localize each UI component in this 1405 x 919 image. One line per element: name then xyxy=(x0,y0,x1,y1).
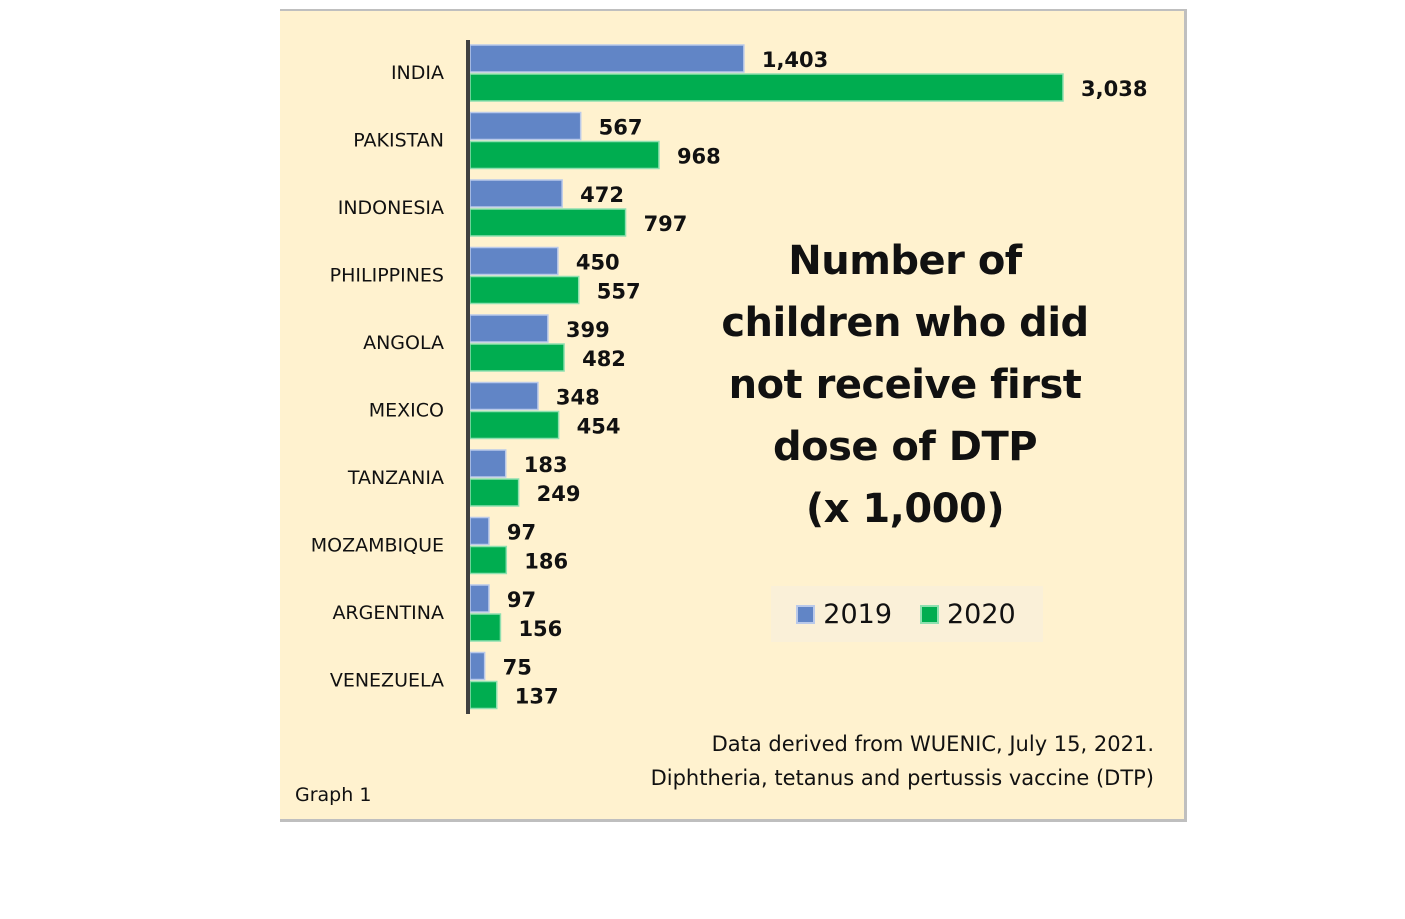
data-label-2019: 399 xyxy=(566,318,610,342)
title-line: children who did xyxy=(721,300,1089,346)
y-axis-line xyxy=(466,40,470,714)
category-label: INDIA xyxy=(391,62,444,84)
bar-2020-india xyxy=(469,73,1064,102)
data-label-2019: 1,403 xyxy=(762,48,828,72)
bar-2019-mexico xyxy=(469,381,539,411)
data-label-2019: 97 xyxy=(507,588,536,612)
bar-2019-tanzania xyxy=(469,449,507,478)
source-note: Data derived from WUENIC, July 15, 2021.… xyxy=(651,727,1154,795)
bar-2020-mozambique xyxy=(469,545,508,575)
data-label-2020: 3,038 xyxy=(1081,77,1147,101)
category-label: TANZANIA xyxy=(347,467,444,489)
data-label-2019: 472 xyxy=(580,183,624,207)
category-label: INDONESIA xyxy=(338,197,444,219)
title-line: not receive first xyxy=(728,362,1082,408)
bar-2019-pakistan xyxy=(469,111,582,141)
legend-item-2020: 2020 xyxy=(920,598,1016,630)
bar-2020-mexico xyxy=(469,410,560,440)
data-label-2019: 348 xyxy=(556,386,600,410)
source-line-2: Diphtheria, tetanus and pertussis vaccin… xyxy=(650,766,1154,790)
bar-2020-argentina xyxy=(469,613,502,642)
data-label-2020: 968 xyxy=(677,145,721,169)
chart-panel xyxy=(280,9,1187,822)
labels-layer: INDIA 1,403 3,038 PAKISTAN 567 968 INDONESIA 47… xyxy=(311,48,1148,709)
data-label-2020: 557 xyxy=(597,280,641,304)
bar-2019-indonesia xyxy=(469,179,563,208)
bar-2020-philippines xyxy=(469,275,580,305)
bar-2019-philippines xyxy=(469,246,559,276)
category-label: PAKISTAN xyxy=(353,130,444,152)
category-label: MEXICO xyxy=(369,400,444,422)
title-line: (x 1,000) xyxy=(805,486,1005,532)
category-label: ARGENTINA xyxy=(332,602,444,624)
data-label-2020: 797 xyxy=(644,212,688,236)
category-label: MOZAMBIQUE xyxy=(311,535,444,557)
bar-2019-venezuela xyxy=(469,651,486,681)
bar-2019-mozambique xyxy=(469,516,490,546)
legend-item-2019: 2019 xyxy=(796,598,892,630)
graph-label: Graph 1 xyxy=(295,784,372,806)
data-label-2020: 156 xyxy=(518,617,562,641)
data-label-2020: 186 xyxy=(524,550,568,574)
data-label-2020: 249 xyxy=(537,482,581,506)
bar-2020-tanzania xyxy=(469,478,520,507)
source-line-1: Data derived from WUENIC, July 15, 2021. xyxy=(711,732,1154,756)
bar-2020-venezuela xyxy=(469,680,498,710)
title-line: dose of DTP xyxy=(772,424,1038,470)
legend: 2019 2020 xyxy=(771,586,1043,642)
bars-layer xyxy=(469,44,1064,710)
title-line: Number of xyxy=(788,238,1022,284)
bar-2019-india xyxy=(469,44,745,73)
legend-swatch-2019 xyxy=(796,604,816,624)
data-label-2020: 454 xyxy=(577,415,621,439)
legend-label-2020: 2020 xyxy=(947,598,1016,630)
legend-label-2019: 2019 xyxy=(823,598,892,630)
data-label-2020: 482 xyxy=(582,347,626,371)
legend-swatch-2020 xyxy=(920,604,939,624)
bar-2019-angola xyxy=(469,314,549,343)
data-label-2019: 97 xyxy=(507,521,536,545)
data-label-2020: 137 xyxy=(515,685,559,709)
data-label-2019: 450 xyxy=(576,251,620,275)
chart-title: Number of children who did not receive f… xyxy=(700,230,1110,540)
category-label: PHILIPPINES xyxy=(330,265,444,287)
bar-2020-indonesia xyxy=(469,208,627,237)
bar-2020-pakistan xyxy=(469,140,660,170)
bar-2020-angola xyxy=(469,343,565,372)
bar-2019-argentina xyxy=(469,584,490,613)
data-label-2019: 183 xyxy=(524,453,568,477)
category-label: ANGOLA xyxy=(363,332,444,354)
category-label: VENEZUELA xyxy=(330,670,444,692)
data-label-2019: 75 xyxy=(503,656,532,680)
data-label-2019: 567 xyxy=(599,116,643,140)
